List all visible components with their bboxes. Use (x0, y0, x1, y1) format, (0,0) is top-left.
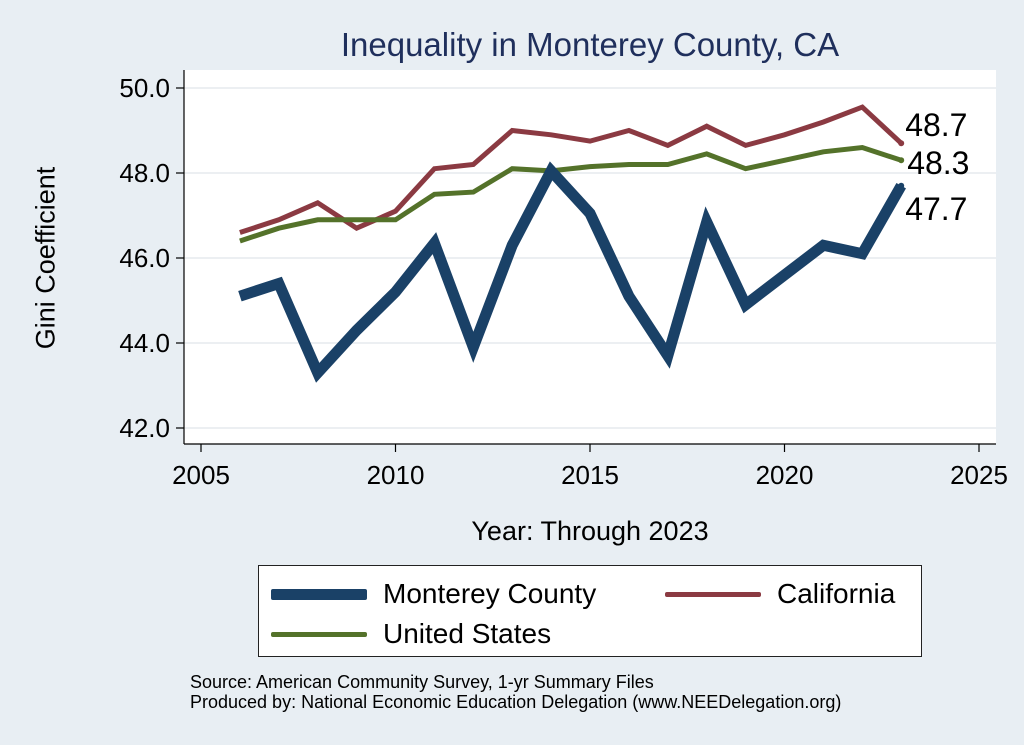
legend-label-united-states: United States (383, 618, 552, 649)
y-tick-label: 50.0 (119, 73, 170, 103)
y-tick-label: 46.0 (119, 243, 170, 273)
x-axis-label: Year: Through 2023 (471, 516, 709, 546)
legend-label-california: California (777, 578, 896, 609)
legend-item-california: California (665, 578, 895, 610)
legend: Monterey County California United States (258, 565, 922, 657)
end-label-california: 48.7 (905, 107, 967, 143)
y-tick-label: 44.0 (119, 328, 170, 358)
legend-label-monterey: Monterey County (383, 578, 597, 609)
end-label-monterey: 47.7 (905, 191, 967, 227)
series-line-united-states (239, 144, 902, 244)
x-tick-label: 2010 (367, 460, 425, 490)
x-tick-label: 2025 (950, 460, 1008, 490)
x-tick-label: 2015 (561, 460, 619, 490)
legend-swatch-united-states (271, 631, 367, 637)
y-tick-label: 48.0 (119, 158, 170, 188)
x-tick-label: 2020 (756, 460, 814, 490)
source-note: Source: American Community Survey, 1-yr … (190, 672, 654, 692)
legend-swatch-california (665, 591, 761, 597)
series-endpoint (898, 182, 905, 189)
series-endpoint (898, 140, 905, 147)
end-label-united-states: 48.3 (907, 145, 969, 181)
chart-title: Inequality in Monterey County, CA (340, 26, 840, 63)
x-tick-label: 2005 (172, 460, 230, 490)
y-tick-label: 42.0 (119, 413, 170, 443)
series-endpoint (898, 157, 905, 164)
producer-note: Produced by: National Economic Education… (190, 692, 842, 712)
footer: Source: American Community Survey, 1-yr … (190, 672, 841, 712)
legend-swatch-monterey (271, 588, 367, 600)
series-line-monterey (238, 161, 906, 383)
plot-area (184, 70, 996, 444)
y-axis-label: Gini Coefficient (30, 166, 61, 350)
legend-item-monterey: Monterey County (271, 578, 596, 610)
legend-item-united-states: United States (271, 618, 551, 650)
series-line-california (239, 104, 903, 235)
